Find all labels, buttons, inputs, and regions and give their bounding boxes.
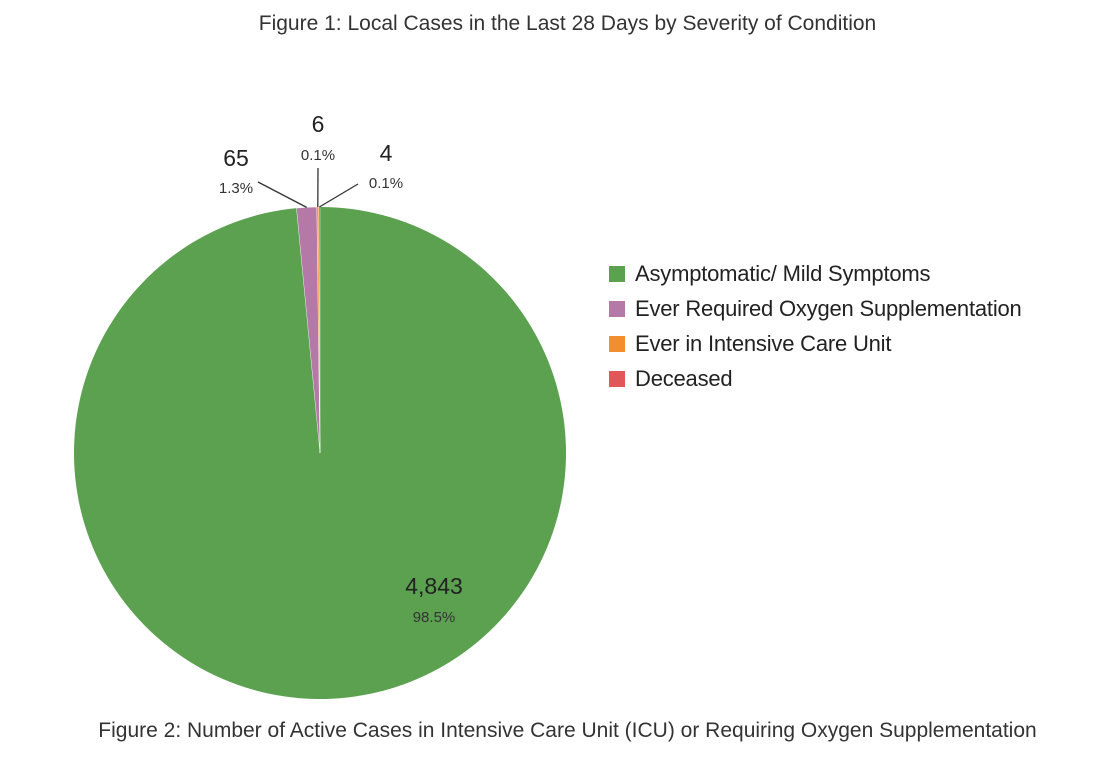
data-label-value-deceased: 4 — [380, 140, 393, 166]
legend-label-deceased: Deceased — [635, 365, 733, 391]
legend-swatch-deceased — [609, 370, 625, 387]
data-label-percent-asymptomatic: 98.5% — [413, 609, 456, 626]
data-label-percent-oxygen: 1.3% — [219, 180, 253, 197]
leader-line-oxygen — [257, 181, 307, 208]
data-label-percent-deceased: 0.1% — [369, 175, 403, 192]
legend-label-icu: Ever in Intensive Care Unit — [635, 330, 892, 356]
leader-line-deceased — [319, 183, 359, 208]
figure-title: Figure 1: Local Cases in the Last 28 Day… — [258, 12, 877, 35]
legend-swatch-asymptomatic — [609, 265, 625, 282]
legend-swatch-icu — [609, 335, 625, 352]
legend-label-oxygen: Ever Required Oxygen Supplementation — [635, 295, 1022, 321]
legend-item-asymptomatic: Asymptomatic/ Mild Symptoms — [609, 256, 1022, 291]
chart-legend: Asymptomatic/ Mild Symptoms Ever Require… — [609, 256, 1022, 396]
legend-item-oxygen: Ever Required Oxygen Supplementation — [609, 291, 1022, 326]
data-label-percent-icu: 0.1% — [301, 147, 335, 164]
data-label-value-oxygen: 65 — [223, 145, 249, 171]
data-label-value-icu: 6 — [312, 111, 325, 137]
data-label-value-asymptomatic: 4,843 — [405, 573, 463, 599]
legend-item-deceased: Deceased — [609, 361, 1022, 396]
figure-caption: Figure 2: Number of Active Cases in Inte… — [98, 719, 1037, 742]
legend-label-asymptomatic: Asymptomatic/ Mild Symptoms — [635, 260, 931, 286]
legend-item-icu: Ever in Intensive Care Unit — [609, 326, 1022, 361]
legend-swatch-oxygen — [609, 300, 625, 317]
